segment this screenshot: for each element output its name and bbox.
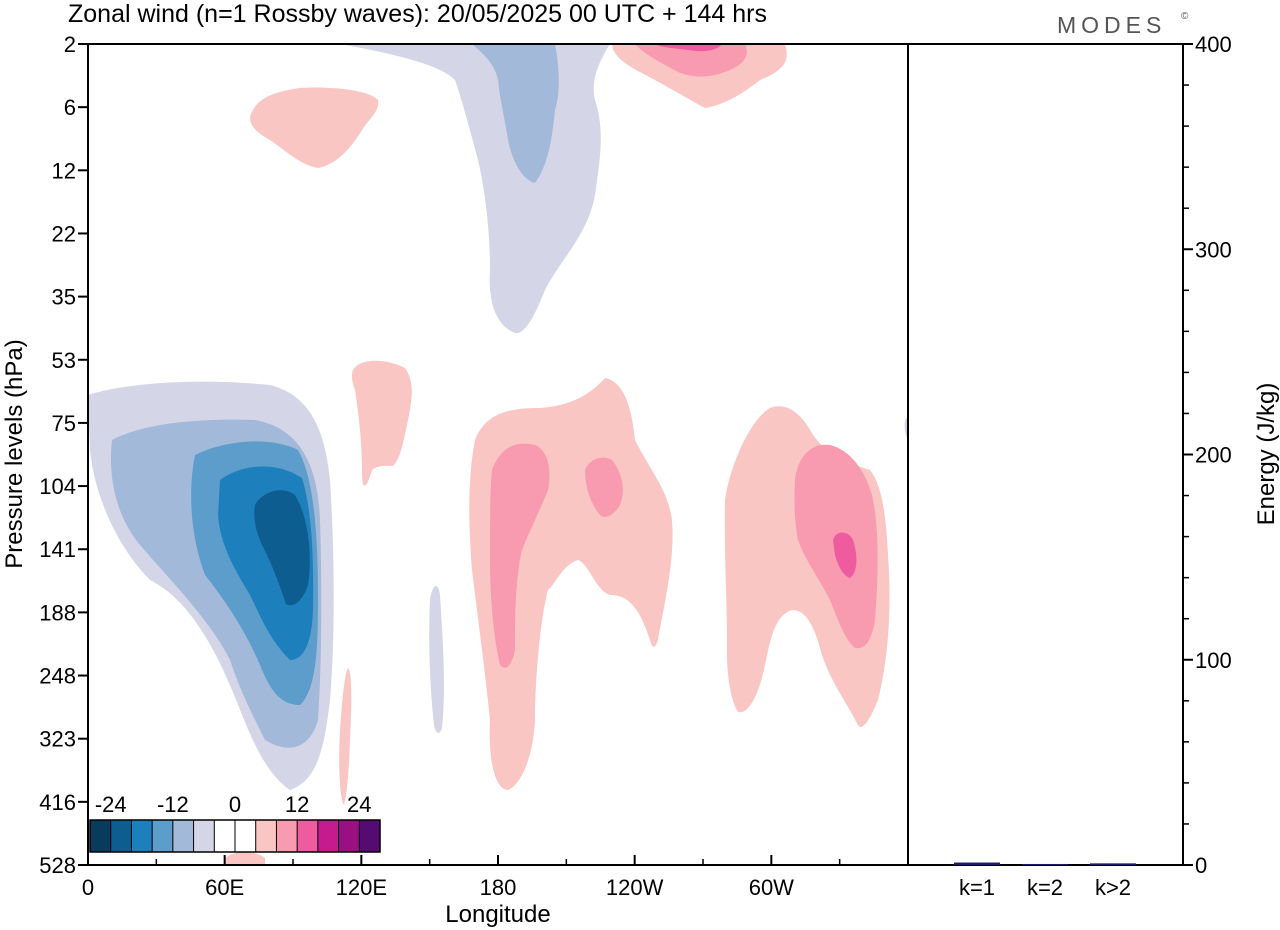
colorbar-swatch — [317, 820, 339, 852]
y-tick-label: 104 — [39, 474, 76, 499]
y-tick-label: 75 — [52, 411, 76, 436]
x-tick-label: 120E — [336, 875, 387, 900]
contour-field — [88, 44, 908, 865]
y-tick-label: 248 — [39, 664, 76, 689]
energy-plot-frame — [907, 43, 1184, 866]
energy-axis-label: Energy (J/kg) — [1253, 383, 1280, 526]
contour-pos4-streak — [339, 668, 352, 805]
energy-category-label: k=2 — [1027, 875, 1063, 900]
colorbar-label: -12 — [157, 792, 189, 817]
contour-pos4-upperleft — [250, 87, 379, 168]
y-tick-label: 35 — [52, 285, 76, 310]
energy-bar — [1022, 863, 1068, 865]
colorbar-swatch — [255, 820, 277, 852]
y-axis-energy: 0 100 200 300 400 — [1183, 32, 1232, 878]
colorbar-swatch — [110, 820, 132, 852]
energy-tick-label: 100 — [1195, 648, 1232, 673]
y-tick-label: 528 — [39, 853, 76, 878]
energy-tick-label: 0 — [1195, 853, 1207, 878]
colorbar-swatch — [338, 820, 360, 852]
energy-tick-label: 300 — [1195, 237, 1232, 262]
contour-pos12-right — [833, 532, 857, 578]
y-tick-label: 141 — [39, 537, 76, 562]
energy-bar — [954, 862, 1000, 865]
contour-pos4-bottom — [225, 852, 265, 865]
colorbar-swatch — [90, 820, 111, 852]
y-axis-pressure: 2 6 12 22 35 53 75 104 141 188 248 323 416 528 — [39, 32, 88, 878]
chart-title: Zonal wind (n=1 Rossby waves): 20/05/202… — [68, 0, 767, 28]
y-tick-label: 323 — [39, 727, 76, 752]
x-tick-label: 0 — [82, 875, 94, 900]
colorbar-swatch — [214, 820, 235, 852]
contour-pos8-central-b — [585, 457, 623, 517]
contour-neg20-lower — [254, 490, 310, 606]
energy-category-label: k=1 — [959, 875, 995, 900]
colorbar-label: 24 — [347, 792, 371, 817]
y-tick-label: 188 — [39, 600, 76, 625]
y-tick-label: 6 — [64, 95, 76, 120]
x-tick-label: 60E — [205, 875, 244, 900]
y-tick-label: 12 — [52, 158, 76, 183]
y-tick-label: 53 — [52, 348, 76, 373]
colorbar-swatch — [359, 820, 380, 852]
x-tick-label: 180 — [480, 875, 517, 900]
colorbar: -24 -12 0 12 24 — [89, 792, 381, 853]
x-tick-label: 60W — [749, 875, 794, 900]
colorbar-swatch — [297, 820, 318, 852]
y-tick-label: 2 — [64, 32, 76, 57]
x-axis-longitude: 0 60E 120E 180 120W 60W — [82, 855, 841, 900]
contour-pos8-central — [490, 443, 550, 668]
colorbar-swatch — [152, 820, 173, 852]
y-tick-label: 416 — [39, 790, 76, 815]
colorbar-swatch — [276, 820, 298, 852]
contour-pos8-top — [635, 44, 747, 77]
contour-neg4-streak — [429, 585, 444, 733]
brand-logo: MODES — [1057, 12, 1166, 38]
brand-mark: © — [1181, 11, 1189, 22]
x-axis-label: Longitude — [445, 901, 550, 928]
contour-neg4-top — [340, 44, 610, 334]
contour-pos12-top — [655, 44, 722, 52]
contour-pos4-120e — [351, 360, 412, 486]
energy-bars — [954, 862, 1136, 865]
colorbar-label: 0 — [229, 792, 241, 817]
energy-bar — [1090, 863, 1136, 865]
colorbar-label: -24 — [95, 792, 127, 817]
colorbar-swatch — [131, 820, 153, 852]
colorbar-swatch — [235, 820, 256, 852]
energy-category-label: k>2 — [1095, 875, 1131, 900]
colorbar-swatch — [172, 820, 194, 852]
colorbar-swatch — [193, 820, 215, 852]
energy-tick-label: 400 — [1195, 32, 1232, 57]
energy-categories: k=1 k=2 k>2 — [959, 875, 1131, 900]
y-tick-label: 22 — [52, 221, 76, 246]
y-axis-label: Pressure levels (hPa) — [1, 339, 28, 568]
contour-neg8-top — [472, 44, 559, 183]
x-tick-label: 120W — [606, 875, 664, 900]
colorbar-label: 12 — [285, 792, 309, 817]
energy-tick-label: 200 — [1195, 443, 1232, 468]
